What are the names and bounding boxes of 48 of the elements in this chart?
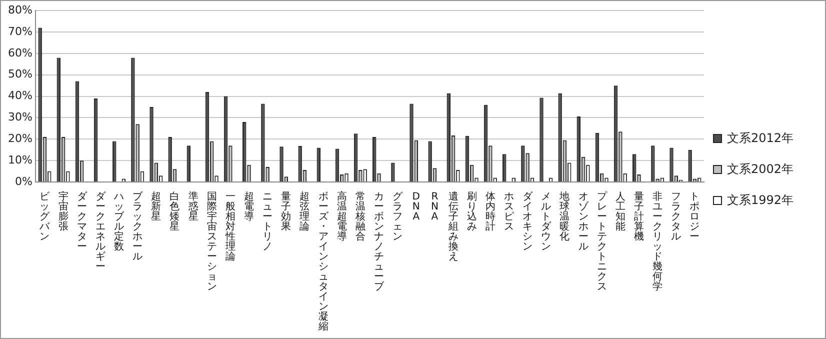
category-label: カーボンナノチューブ [374,192,384,293]
x-tick-label: DNA [412,192,420,223]
legend-label: 文系2012年 [727,130,794,147]
x-tick-label: ビッグバン [38,192,51,243]
x-tick-label: 超新星 [151,190,162,223]
category-label: プレートテクトニクス [596,192,607,293]
x-tick-label: オゾンホール [578,192,590,253]
x-tick-label: ブラックホール [132,190,144,263]
x-tick-label: 超電導 [244,190,254,223]
x-tick-label: グラフェン [392,192,404,243]
x-tick-label: 地球温暖化 [558,190,570,243]
x-tick-label: 体内時計 [485,190,496,233]
x-tick-label: 超弦理論 [300,190,310,233]
x-tick-label: 常温核融合 [354,190,366,243]
x-tick-label: 宇宙膨張 [58,190,68,233]
x-tick-label: 刷り込み [466,192,477,233]
x-tick-label: 量子効果 [281,192,292,233]
y-tick-label: 50% [8,68,32,81]
x-tick-label: メルトダウン [541,192,552,253]
x-tick-label: 遺伝子組み換え [447,190,458,263]
category-label: 国際宇宙ステーション [206,192,217,293]
x-tick-label: ニュートリノ [262,192,273,253]
x-tick-label: RNA [430,192,438,223]
x-tick-label: 高温超電導 [336,190,347,243]
y-tick-label: 70% [8,24,32,38]
x-tick-label: トポロジー [690,192,700,243]
x-tick-label: 一般相対性理論 [224,192,236,263]
x-tick-label: フラクタル [671,192,682,243]
x-tick-label: 白色矮星 [170,190,180,233]
y-tick-label: 0% [14,174,32,188]
x-tick-label: ダークエネルギー [95,190,106,273]
x-tick-label: 人工知能 [615,192,626,233]
y-tick-label: 10% [8,153,32,166]
category-label: 非ユークリッド幾何学 [652,192,663,293]
x-tick-label: ホスピス [504,192,514,233]
y-tick-label: 30% [8,110,32,124]
x-tick-label: ダイオキシン [522,190,534,253]
y-tick-label: 80% [8,3,32,16]
x-tick-label: 量子計算機 [634,192,644,243]
y-tick-label: 20% [8,132,32,146]
x-tick-label: ハッブル定数 [113,192,126,253]
x-tick-label: 準惑星 [187,190,198,223]
y-tick-label: 60% [8,46,32,60]
x-tick-label: ダークマター [76,190,88,253]
y-tick-label: 40% [8,89,32,102]
text: 文系1992年 [727,192,794,209]
legend-label: 文系2002年 [727,161,794,178]
category-label: ボーズ・アインシュタイン凝縮 [318,192,328,333]
